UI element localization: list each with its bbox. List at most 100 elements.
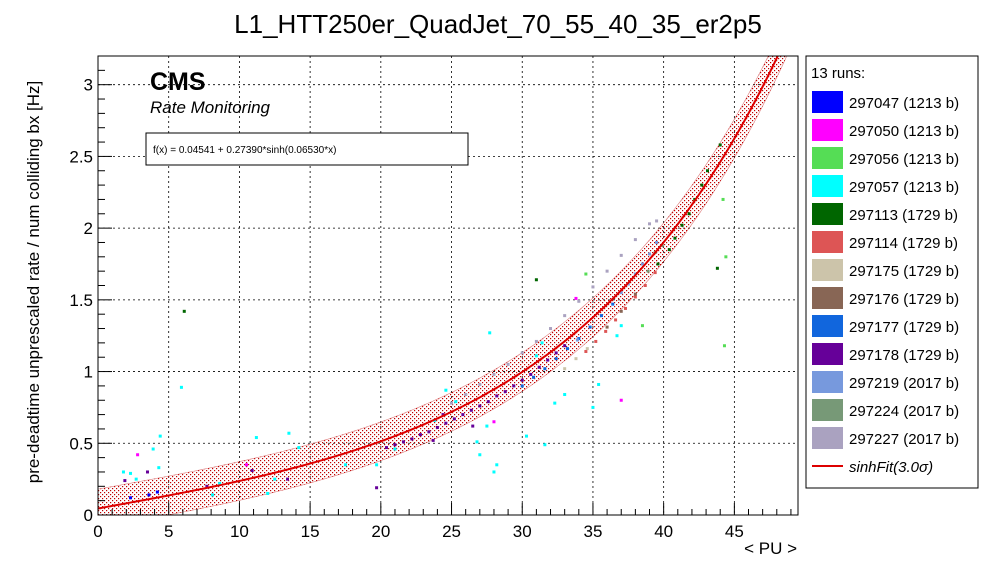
data-point (478, 382, 482, 386)
data-point (469, 408, 473, 412)
legend-entry-label: 297219 (2017 b) (849, 375, 959, 392)
data-point (619, 291, 623, 295)
data-point (554, 357, 558, 361)
y-tick-label: 2 (84, 219, 93, 238)
data-point (134, 477, 138, 481)
data-point (375, 486, 379, 490)
legend-swatch (812, 91, 843, 113)
data-point (534, 354, 538, 358)
legend-swatch (812, 175, 843, 197)
data-point (585, 347, 589, 351)
data-point (444, 388, 448, 392)
data-point (182, 309, 186, 313)
data-point (444, 421, 448, 425)
data-point (619, 398, 623, 402)
legend-swatch (812, 343, 843, 365)
data-point (401, 440, 405, 444)
x-tick-label: 10 (230, 522, 249, 541)
data-point (588, 325, 592, 329)
legend-fit-label: sinhFit(3.0σ) (849, 459, 933, 476)
data-point (653, 271, 657, 275)
data-point (512, 384, 516, 388)
data-point (155, 490, 159, 494)
data-point (492, 470, 496, 474)
legend-entry-label: 297176 (1729 b) (849, 291, 959, 308)
data-point (520, 378, 524, 382)
legend-entry-label: 297224 (2017 b) (849, 403, 959, 420)
legend-entry-label: 297227 (2017 b) (849, 431, 959, 448)
data-point (218, 481, 222, 485)
data-point (540, 341, 544, 345)
data-point (121, 470, 125, 474)
fit-confidence-band (98, 56, 788, 515)
data-point (640, 262, 644, 266)
data-point (584, 349, 588, 353)
x-tick-label: 35 (583, 522, 602, 541)
data-point (563, 314, 567, 318)
data-point (563, 367, 567, 371)
legend-entry-label: 297047 (1213 b) (849, 95, 959, 112)
data-point (495, 394, 499, 398)
data-point (718, 143, 722, 147)
data-point (553, 401, 557, 405)
legend-swatch (812, 231, 843, 253)
data-point (410, 437, 414, 441)
data-point (715, 266, 719, 270)
data-point (591, 285, 595, 289)
x-tick-label: 5 (164, 522, 173, 541)
data-point (427, 430, 431, 434)
data-point (687, 212, 691, 216)
data-point (574, 296, 578, 300)
data-point (605, 269, 609, 273)
data-point (520, 384, 524, 388)
data-point (680, 223, 684, 227)
data-point (655, 240, 659, 244)
data-point (450, 401, 454, 405)
data-point (619, 253, 623, 257)
y-tick-label: 1 (84, 363, 93, 382)
legend: 13 runs: 297047 (1213 b) 297050 (1213 b) 2… (805, 55, 979, 489)
y-tick-label: 3 (84, 76, 93, 95)
data-point (343, 463, 347, 467)
y-axis-label: pre-deadtime unprescaled rate / num coll… (24, 81, 43, 484)
legend-swatch (812, 119, 843, 141)
data-point (488, 331, 492, 335)
data-point (721, 197, 725, 201)
data-point (646, 269, 650, 273)
data-point (492, 420, 496, 424)
grid-lines (98, 56, 798, 515)
legend-swatch (812, 399, 843, 421)
data-point (577, 299, 581, 303)
data-point (604, 329, 608, 333)
data-point (633, 238, 637, 242)
data-point (611, 302, 615, 306)
data-point (705, 169, 709, 173)
data-point (563, 344, 567, 348)
subtitle: Rate Monitoring (150, 98, 271, 117)
legend-swatch (812, 287, 843, 309)
data-point (605, 325, 609, 329)
data-point (464, 393, 468, 397)
data-point (435, 426, 439, 430)
data-point (478, 453, 482, 457)
x-tick-label: 30 (513, 522, 532, 541)
x-tick-label: 0 (93, 522, 102, 541)
x-axis-label: < PU > (744, 539, 797, 558)
data-point (520, 351, 524, 355)
data-point (461, 413, 465, 417)
data-point (655, 219, 659, 223)
data-point (614, 318, 618, 322)
x-tick-label: 25 (442, 522, 461, 541)
data-point (205, 484, 209, 488)
data-point (157, 466, 161, 470)
legend-entry-label: 297114 (1729 b) (849, 235, 958, 252)
data-point (136, 453, 140, 457)
legend-swatch (812, 203, 843, 225)
data-point (648, 222, 652, 226)
legend-entry-label: 297050 (1213 b) (849, 123, 959, 140)
data-point (486, 400, 490, 404)
data-point (584, 272, 588, 276)
data-point (393, 447, 397, 451)
data-point (431, 438, 435, 442)
data-point (471, 424, 475, 428)
